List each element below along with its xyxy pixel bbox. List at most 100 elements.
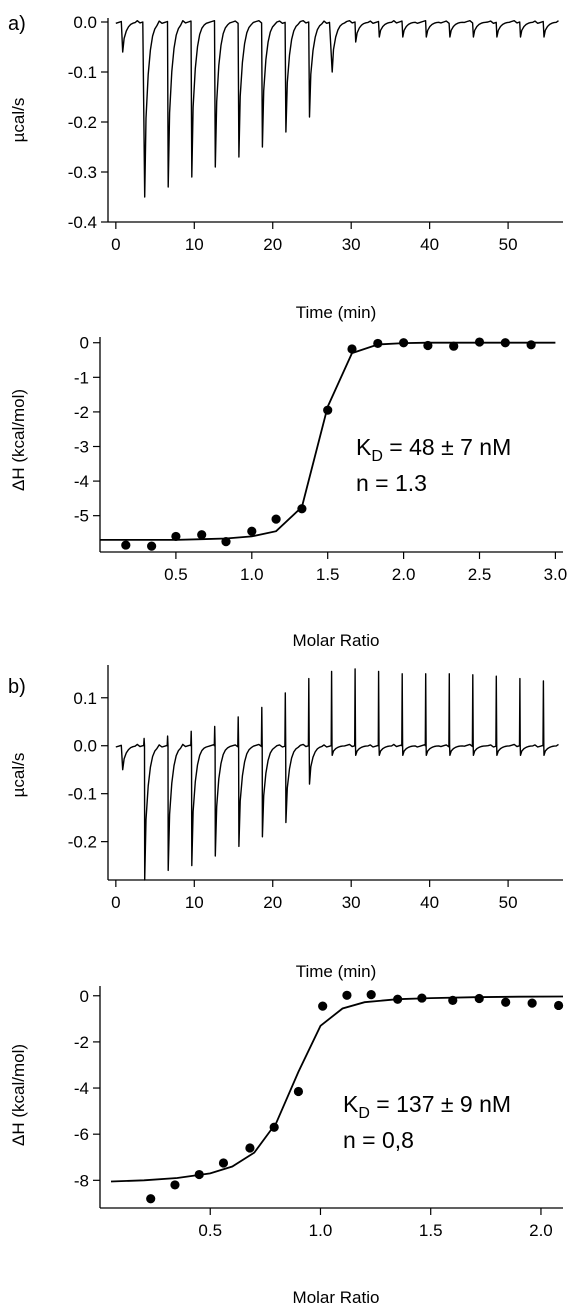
a-isotherm-data-point: [500, 338, 510, 348]
b-isotherm-xlabel: Molar Ratio: [293, 1288, 380, 1307]
a-isotherm-ytick-label: 0: [80, 334, 89, 353]
a-isotherm-data-point: [171, 531, 181, 542]
b-isotherm-fit-line: [110, 995, 564, 1183]
a-isotherm-xtick-label: 1.5: [316, 565, 340, 584]
b-isotherm-ytick-label: -6: [74, 1125, 89, 1144]
a-isotherm-xtick-label: 2.5: [468, 565, 492, 584]
a-thermogram-xtick-label: 20: [263, 235, 282, 254]
a-isotherm-data-point: [271, 514, 281, 524]
a-thermogram-ytick-label: -0.4: [68, 213, 97, 232]
b-thermogram-ytick-label: -0.2: [68, 833, 97, 852]
a-kd-symbol: K: [356, 434, 372, 460]
a-isotherm-ytick-label: -2: [74, 403, 89, 422]
b-isotherm-data-point: [318, 1001, 328, 1011]
b-kd-subscript: D: [358, 1105, 370, 1122]
a-thermogram-ytick-label: -0.1: [68, 63, 97, 82]
a-kd-annotation: KD = 48 ± 7 nM: [356, 434, 511, 465]
b-isotherm-data-point: [448, 995, 458, 1005]
b-isotherm-data-point: [293, 1086, 304, 1097]
a-isotherm-data-point: [474, 337, 485, 347]
b-thermogram-ytick-label: -0.1: [68, 785, 97, 804]
b-isotherm-data-point: [218, 1158, 229, 1168]
b-thermogram-ylabel: µcal/s: [9, 753, 28, 798]
b-isotherm-xtick-label: 0.5: [198, 1221, 222, 1240]
b-isotherm-xtick-label: 1.0: [309, 1221, 333, 1240]
b-isotherm-xtick-label: 2.0: [529, 1221, 553, 1240]
b-isotherm-ytick-label: 0: [80, 987, 89, 1006]
a-isotherm-data-point: [399, 338, 409, 348]
chart-b-thermogram: µcal/s Time (min) 0.1 0.0 -0.1 -0.2 0 10 20 30 4…: [9, 665, 563, 981]
a-isotherm-ytick-label: -5: [74, 507, 89, 526]
a-isotherm-xtick-label: 0.5: [164, 565, 188, 584]
b-isotherm-data-point: [342, 990, 352, 1000]
chart-a-thermogram: µcal/s Time (min) 0.0 -0.1 -0.2 -0.3 -0.4 0 10…: [9, 13, 563, 322]
b-isotherm-data-point: [269, 1122, 279, 1132]
a-isotherm-data-point: [347, 344, 357, 354]
b-thermogram-xtick-label: 50: [499, 893, 518, 912]
a-isotherm-data-point: [221, 537, 231, 547]
b-isotherm-data-point: [417, 993, 427, 1003]
b-thermogram-ytick-label: 0.1: [73, 689, 97, 708]
a-thermogram-xtick-label: 0: [111, 235, 120, 254]
b-isotherm-data-point: [501, 997, 511, 1007]
b-thermogram-ytick-label: 0.0: [73, 737, 97, 756]
b-isotherm-data-point: [194, 1169, 204, 1180]
a-thermogram-xlabel: Time (min): [296, 303, 377, 322]
panel-label-a: a): [8, 13, 26, 35]
a-isotherm-ytick-label: -4: [74, 472, 89, 491]
a-thermogram-xtick-label: 50: [499, 235, 518, 254]
a-isotherm-ytick-label: -1: [74, 368, 89, 387]
a-isotherm-ylabel: ΔH (kcal/mol): [9, 389, 28, 491]
a-isotherm-data-point: [526, 340, 536, 350]
b-isotherm-data-point: [366, 990, 376, 1000]
panel-label-b: b): [8, 676, 26, 698]
a-thermogram-ylabel: µcal/s: [9, 98, 28, 143]
b-isotherm-ylabel: ΔH (kcal/mol): [9, 1044, 28, 1146]
b-isotherm-data-point: [527, 998, 537, 1008]
b-isotherm-data-point: [146, 1194, 156, 1204]
chart-b-isotherm: ΔH (kcal/mol) Molar Ratio KD = 137 ± 9 n…: [9, 986, 564, 1307]
a-n-annotation: n = 1.3: [356, 470, 427, 496]
b-isotherm-data-point: [553, 1000, 564, 1011]
a-isotherm-xlabel: Molar Ratio: [293, 631, 380, 650]
b-thermogram-xtick-label: 40: [420, 893, 439, 912]
a-isotherm-data-point: [247, 526, 257, 536]
b-thermogram-xlabel: Time (min): [296, 962, 377, 981]
a-kd-subscript: D: [371, 448, 383, 465]
a-isotherm-data-point: [423, 340, 433, 351]
b-kd-annotation: KD = 137 ± 9 nM: [343, 1091, 511, 1122]
a-thermogram-xtick-label: 30: [342, 235, 361, 254]
b-thermogram-xtick-label: 10: [185, 893, 204, 912]
b-kd-value: = 137 ± 9 nM: [370, 1091, 511, 1117]
a-isotherm-data-point: [323, 405, 333, 415]
b-isotherm-ytick-label: -8: [74, 1171, 89, 1190]
chart-a-isotherm: ΔH (kcal/mol) Molar Ratio KD = 48 ± 7 nM…: [9, 334, 567, 650]
b-isotherm-data-point: [170, 1180, 180, 1190]
b-isotherm-data-point: [245, 1143, 255, 1153]
a-isotherm-data-point: [197, 530, 207, 540]
a-isotherm-xtick-label: 2.0: [392, 565, 416, 584]
b-isotherm-ytick-label: -2: [74, 1033, 89, 1052]
b-thermogram-xtick-label: 30: [342, 893, 361, 912]
a-isotherm-data-point: [373, 338, 383, 349]
a-thermogram-xtick-label: 10: [185, 235, 204, 254]
a-isotherm-data-point: [147, 541, 157, 551]
b-isotherm-data-point: [393, 994, 403, 1004]
a-thermogram-ytick-label: -0.3: [68, 163, 97, 182]
a-thermogram-ytick-label: -0.2: [68, 113, 97, 132]
a-isotherm-xtick-label: 1.0: [240, 565, 264, 584]
a-thermogram-trace: [115, 20, 559, 198]
a-isotherm-ytick-label: -3: [74, 438, 89, 457]
a-thermogram-ytick-label: 0.0: [73, 13, 97, 32]
a-kd-value: = 48 ± 7 nM: [383, 434, 511, 460]
b-thermogram-trace: [115, 668, 559, 881]
b-thermogram-xtick-label: 0: [111, 893, 120, 912]
b-n-annotation: n = 0,8: [343, 1127, 414, 1153]
b-thermogram-xtick-label: 20: [263, 893, 282, 912]
b-kd-symbol: K: [343, 1091, 359, 1117]
a-isotherm-data-point: [297, 504, 307, 514]
b-isotherm-xtick-label: 1.5: [419, 1221, 443, 1240]
b-isotherm-ytick-label: -4: [74, 1079, 89, 1098]
a-isotherm-data-point: [121, 540, 131, 550]
